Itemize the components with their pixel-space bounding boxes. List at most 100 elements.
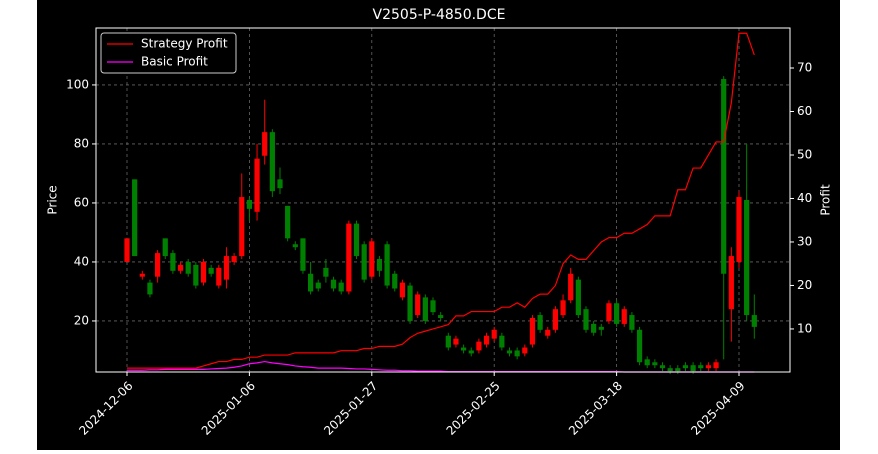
candle-body <box>575 279 581 316</box>
candle-body <box>422 297 428 321</box>
candle-body <box>438 315 444 319</box>
candle-body <box>346 223 352 292</box>
legend-box <box>100 32 237 74</box>
candle-body <box>629 315 635 330</box>
profit-line <box>127 32 755 369</box>
candle-body <box>675 368 681 372</box>
candle-body <box>529 318 536 345</box>
legend-label: Strategy Profit <box>141 37 228 51</box>
candle-body <box>499 335 505 348</box>
y-tick-label: 60 <box>74 195 89 209</box>
candle-body <box>552 309 558 330</box>
y2-tick-label: 60 <box>797 104 812 118</box>
candle-body <box>208 267 214 274</box>
candle-body <box>713 362 719 369</box>
candle-body <box>162 238 168 257</box>
candle-body <box>568 273 574 301</box>
candle-body <box>392 273 398 289</box>
legend: Strategy Profit Basic Profit <box>100 32 237 74</box>
y2-tick-label: 40 <box>797 191 812 205</box>
candle-body <box>705 365 711 369</box>
y-tick-label: 100 <box>66 77 89 91</box>
candle-body <box>606 303 612 321</box>
candle-body <box>155 253 161 277</box>
candle-body <box>285 205 291 239</box>
candle-body <box>468 350 474 354</box>
candle-body <box>736 197 742 262</box>
candle-body <box>269 132 275 192</box>
candle-body <box>430 300 436 313</box>
candle-body <box>147 282 153 295</box>
y-axis-label: Price <box>46 185 60 214</box>
candle-body <box>330 279 337 289</box>
y2-axis-label: Profit <box>819 184 833 216</box>
candle-body <box>254 158 260 212</box>
figure-background <box>37 0 840 450</box>
legend-label: Basic Profit <box>141 55 208 69</box>
candle-body <box>476 341 482 351</box>
candle-body <box>682 365 689 369</box>
candle-body <box>246 200 252 209</box>
candle-body <box>384 244 390 286</box>
candle-body <box>598 326 604 330</box>
y-tick-label: 20 <box>74 313 89 327</box>
y-tick-label: 80 <box>74 136 89 150</box>
candle-body <box>292 244 298 248</box>
candle-body <box>216 267 222 286</box>
y2-tick-label: 50 <box>797 147 812 161</box>
candle-body <box>361 244 367 280</box>
candle-body <box>522 347 528 354</box>
candle-body <box>652 362 658 366</box>
candle-body <box>399 282 405 298</box>
candle-body <box>560 300 566 316</box>
candle-body <box>545 329 551 336</box>
candle-body <box>200 261 207 283</box>
candle-body <box>591 323 597 333</box>
candle-body <box>491 329 497 339</box>
candle-body <box>659 365 666 369</box>
candle-body <box>636 329 643 363</box>
candle-body <box>139 273 145 277</box>
candle-body <box>277 179 283 189</box>
candle-body <box>514 350 520 357</box>
candle-body <box>461 347 467 351</box>
candle-body <box>614 303 620 324</box>
candle-body <box>185 261 191 274</box>
candle-body <box>308 273 314 292</box>
y2-tick-label: 20 <box>797 278 812 292</box>
candle-body <box>177 264 184 271</box>
candle-body <box>223 256 230 280</box>
candle-body <box>537 315 543 330</box>
candle-body <box>239 197 245 257</box>
candle-body <box>338 282 344 292</box>
candle-body <box>193 264 199 286</box>
candle-body <box>376 259 383 271</box>
candle-body <box>170 253 176 271</box>
candle-body <box>621 309 627 324</box>
candle-body <box>583 309 589 330</box>
y2-tick-label: 70 <box>797 61 812 75</box>
candle-body <box>721 79 727 274</box>
y2-tick-label: 10 <box>797 321 812 335</box>
candle-body <box>728 256 734 310</box>
candle-body <box>453 338 459 345</box>
candle-body <box>132 179 138 257</box>
candle-body <box>751 315 757 327</box>
candle-body <box>698 365 704 369</box>
plot-frame <box>95 27 791 373</box>
candle-body <box>407 285 413 321</box>
candle-body <box>124 238 130 262</box>
candle-body <box>667 368 673 372</box>
y-tick-label: 40 <box>74 254 89 268</box>
candle-body <box>300 238 306 271</box>
candle-body <box>262 132 268 156</box>
candle-body <box>415 294 421 316</box>
candle-body <box>644 359 650 366</box>
candle-body <box>353 223 360 257</box>
candle-body <box>315 282 321 289</box>
y2-tick-label: 30 <box>797 234 812 248</box>
candle-body <box>690 365 696 372</box>
candle-body <box>445 335 451 348</box>
